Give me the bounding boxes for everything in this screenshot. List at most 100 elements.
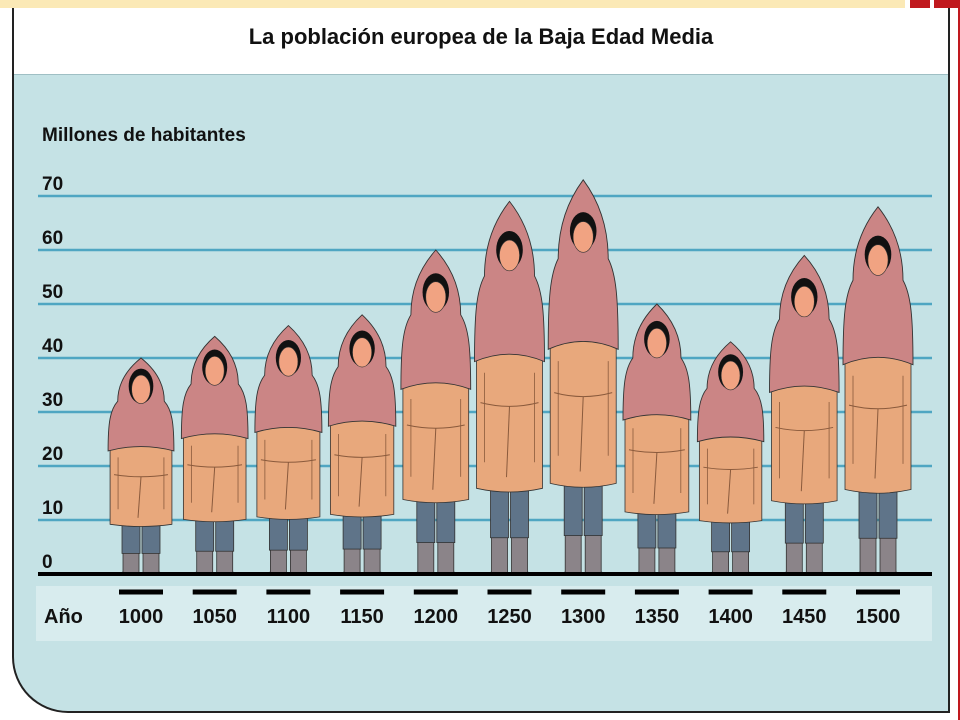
hood [400,249,472,390]
population-chart: Millones de habitantes 0 10 20 30 40 50 60 70 100… [36,125,932,641]
figure-1500 [842,206,914,575]
leg-left [342,513,362,550]
x-tick-label-1150: 1150 [340,606,383,628]
robe [844,353,912,494]
y-axis-label: Millones de habitantes [42,125,246,146]
x-tick-label-1000: 1000 [119,606,164,628]
leg-left [121,523,141,554]
robe-fold [874,408,879,479]
leg-left [711,520,730,553]
right-edge-line [958,0,960,720]
robe-fold [653,452,658,504]
robe-fold [432,428,437,490]
face [352,337,373,368]
robe-fold [506,406,510,478]
face [793,286,815,318]
x-tick-label-1250: 1250 [487,606,532,628]
figure-1000 [107,357,175,575]
hood [842,206,914,366]
boot-right [142,552,170,575]
x-axis-label: Año [44,606,83,628]
boot-left [849,536,877,575]
leg-right [510,487,529,539]
x-tick-label-1400: 1400 [708,606,753,628]
x-tick-label-1200: 1200 [414,606,459,628]
corner-bar-right [934,0,960,8]
leg-right [878,489,898,539]
figure-1350 [622,303,692,575]
y-tick-label-60: 60 [42,228,63,249]
y-tick-label-30: 30 [42,390,63,411]
robe [771,382,838,505]
boot-right [216,549,243,575]
x-tick-label-1050: 1050 [192,606,237,628]
leg-left [563,482,583,536]
top-accent-strip [0,0,905,8]
figure-1450 [769,254,840,575]
face [646,328,667,359]
x-tick-label-1500: 1500 [856,606,901,628]
x-tick-label-1350: 1350 [635,606,680,628]
leg-right [731,520,750,553]
leg-right [362,513,382,550]
boot-right [511,536,538,575]
boot-left [407,541,435,575]
robe-fold [358,457,363,507]
face [131,374,151,404]
hood [696,341,765,443]
robe [256,424,321,520]
y-tick-label-50: 50 [42,282,63,303]
hood [547,179,619,351]
face [720,360,741,391]
figure-1200 [400,249,472,575]
robe [698,434,763,524]
year-panel [36,586,932,641]
leg-left [490,487,509,539]
robe [109,444,173,527]
figure-1250 [474,200,545,575]
robe [476,350,543,493]
chart-title: La población europea de la Baja Edad Med… [248,24,714,49]
y-tick-label-0: 0 [42,552,53,573]
leg-right [288,516,308,551]
leg-right [657,511,677,549]
x-tick-label-1300: 1300 [561,606,606,628]
face [425,281,447,313]
hood [769,254,840,394]
hood [327,314,397,427]
boot-left [555,534,582,575]
boot-left [776,541,803,575]
y-tick-label-10: 10 [42,498,63,519]
boot-right [879,536,907,575]
boot-right [658,546,685,575]
robe-fold [284,462,289,510]
boot-right [437,541,464,575]
figure-1400 [696,341,765,575]
boot-right [584,534,612,575]
title-band: La población europea de la Baja Edad Med… [14,8,948,75]
leg-right [215,518,235,552]
boot-left [628,546,656,575]
boot-right [732,550,759,575]
face [867,244,889,276]
leg-right [804,500,824,544]
robe-fold [137,476,142,518]
face [499,239,520,272]
hood [254,324,323,434]
boot-left [186,549,214,575]
figure-1150 [327,314,397,575]
leg-left [416,499,436,544]
leg-right [141,523,161,554]
x-tick-label-1100: 1100 [267,606,310,628]
leg-right [583,482,603,536]
robe-fold [800,430,805,492]
leg-left [637,511,657,549]
face [204,356,225,386]
boot-left [334,547,361,575]
leg-left [195,518,215,552]
y-tick-label-40: 40 [42,336,63,357]
boot-right [805,541,833,575]
boot-left [702,550,729,575]
boot-right [363,547,391,575]
y-tick-label-70: 70 [42,174,63,195]
